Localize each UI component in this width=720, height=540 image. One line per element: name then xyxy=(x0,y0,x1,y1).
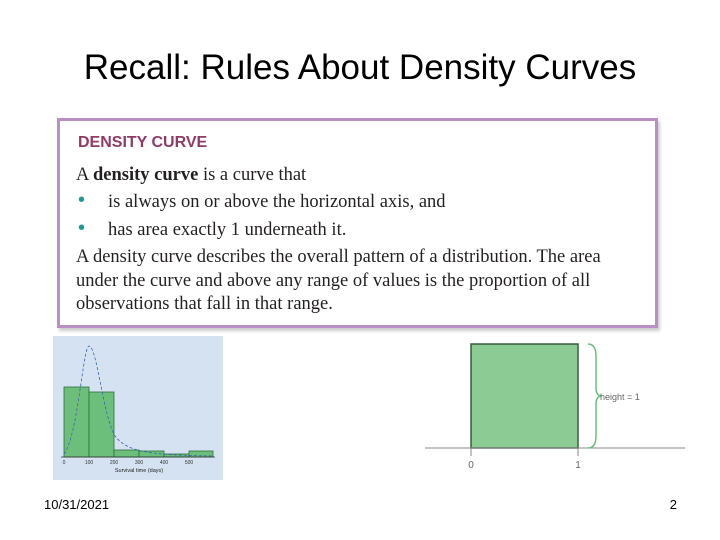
tick-label: 200 xyxy=(110,460,119,466)
tick-label: 1 xyxy=(575,460,581,471)
tick-label: 0 xyxy=(468,460,474,471)
bullet-dot: • xyxy=(78,217,86,239)
bullet-text: is always on or above the horizontal axi… xyxy=(108,192,446,212)
density-curve xyxy=(63,345,214,457)
tick-label: 500 xyxy=(185,460,194,466)
paragraph-line: A density curve describes the overall pa… xyxy=(76,247,601,267)
definition-box: DENSITY CURVE A density curve is a curve… xyxy=(57,118,658,328)
page-number: 2 xyxy=(669,497,677,512)
footer-date: 10/31/2021 xyxy=(44,497,110,512)
axis-label: Survival time (days) xyxy=(115,468,163,474)
brace xyxy=(587,343,603,449)
tick-label: 300 xyxy=(135,460,144,466)
bullet-dot: • xyxy=(78,189,86,211)
text: is a curve that xyxy=(198,165,307,185)
tick-label: 400 xyxy=(160,460,169,466)
histogram-figure: 0 100 200 300 400 500 Survival time (days) xyxy=(53,336,223,480)
paragraph-line: observations that fall in that range. xyxy=(76,294,333,314)
box-heading: DENSITY CURVE xyxy=(78,134,208,151)
height-label: height = 1 xyxy=(600,392,640,402)
uniform-area xyxy=(470,343,579,449)
tick-label: 100 xyxy=(85,460,94,466)
definition-line: A density curve is a curve that xyxy=(76,165,306,186)
histogram-bars xyxy=(63,386,214,458)
term: density curve xyxy=(92,165,199,185)
paragraph-line: under the curve and above any range of v… xyxy=(76,271,591,291)
uniform-figure: height = 1 0 1 xyxy=(425,343,685,471)
tick-label: 0 xyxy=(63,460,66,466)
bullet-text: has area exactly 1 underneath it. xyxy=(108,220,347,240)
text: A xyxy=(76,165,93,185)
slide-title: Recall: Rules About Density Curves xyxy=(83,48,637,87)
